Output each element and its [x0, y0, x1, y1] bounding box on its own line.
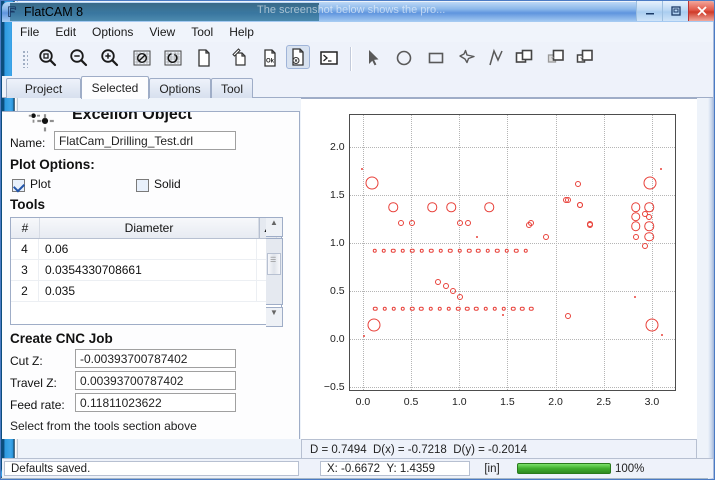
svg-text:Ok: Ok	[266, 59, 275, 65]
